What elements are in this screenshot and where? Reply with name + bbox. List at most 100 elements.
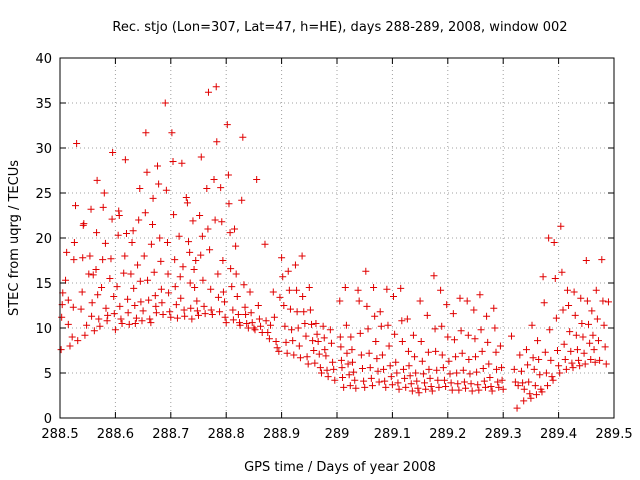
data-point	[304, 360, 312, 368]
data-point	[218, 218, 226, 226]
data-point	[173, 314, 181, 322]
data-point	[114, 231, 122, 239]
data-point	[191, 284, 199, 291]
data-point	[98, 284, 106, 291]
y-tick-label: 5	[44, 367, 52, 382]
data-point	[289, 337, 297, 345]
data-point	[594, 337, 602, 345]
data-point	[312, 320, 320, 327]
data-point	[227, 265, 235, 273]
data-point	[361, 383, 369, 391]
data-point	[188, 315, 196, 323]
data-point	[99, 203, 107, 211]
data-point	[357, 351, 365, 359]
data-point	[351, 376, 359, 384]
data-point	[243, 320, 251, 327]
data-point	[419, 370, 427, 378]
data-point	[399, 365, 407, 373]
data-point	[364, 325, 372, 333]
data-point	[136, 185, 144, 192]
y-tick-label: 25	[35, 187, 52, 202]
data-point	[239, 133, 247, 141]
data-point	[198, 232, 206, 240]
data-point	[178, 159, 186, 167]
data-point	[440, 376, 448, 384]
data-point	[600, 321, 608, 329]
x-tick-label: 289.2	[429, 427, 466, 442]
data-point	[475, 386, 483, 394]
data-point	[484, 338, 492, 346]
data-point	[453, 369, 461, 377]
y-tick-labels: 0 5 10 15 20 25 30 35 40	[35, 52, 52, 427]
data-point	[496, 342, 504, 350]
data-point	[438, 322, 446, 330]
data-point	[378, 351, 386, 359]
data-point	[458, 349, 466, 357]
data-point	[558, 268, 566, 276]
data-point	[526, 390, 534, 398]
data-point	[295, 342, 303, 350]
data-point	[525, 378, 533, 386]
data-point	[398, 317, 406, 325]
data-point	[532, 391, 540, 399]
data-point	[547, 356, 555, 364]
data-point	[261, 240, 269, 248]
data-point	[581, 360, 589, 368]
data-point	[301, 320, 309, 327]
data-point	[171, 283, 179, 291]
data-point	[418, 357, 426, 365]
data-point	[377, 322, 385, 330]
data-point	[310, 347, 318, 354]
data-point	[226, 229, 234, 237]
data-point	[95, 315, 103, 323]
data-point	[283, 349, 291, 357]
data-point	[326, 326, 334, 334]
data-point	[176, 273, 184, 281]
data-point	[149, 221, 157, 228]
data-point	[431, 325, 439, 333]
data-point	[233, 293, 241, 300]
data-point	[535, 356, 543, 363]
data-point	[136, 277, 144, 285]
data-point	[213, 138, 221, 146]
data-point	[110, 293, 118, 300]
data-point	[568, 359, 576, 367]
data-point	[92, 266, 100, 273]
data-point	[342, 321, 350, 329]
data-point	[111, 326, 119, 334]
data-point	[93, 229, 101, 237]
data-point	[221, 298, 229, 306]
data-point	[349, 358, 357, 366]
data-point	[214, 270, 222, 278]
data-point	[392, 358, 400, 366]
data-point	[94, 291, 102, 299]
data-point	[545, 234, 553, 242]
data-point	[339, 374, 347, 381]
data-point	[204, 225, 212, 233]
data-point	[394, 379, 402, 387]
data-point	[403, 315, 411, 323]
data-point	[135, 216, 143, 224]
data-point	[517, 367, 525, 375]
data-point	[273, 344, 281, 352]
data-point	[251, 326, 259, 334]
data-point	[298, 252, 306, 260]
data-point	[320, 334, 328, 342]
data-point	[391, 330, 399, 338]
data-point	[567, 347, 575, 355]
data-point	[282, 338, 290, 346]
data-point	[508, 332, 516, 340]
data-point	[350, 368, 358, 376]
data-point	[417, 338, 425, 345]
data-point	[382, 383, 390, 391]
data-point	[534, 337, 542, 345]
data-point	[299, 293, 307, 300]
data-point	[110, 310, 118, 318]
data-point	[93, 176, 101, 184]
data-point	[599, 297, 607, 305]
data-point	[70, 239, 78, 246]
data-points	[57, 83, 612, 412]
data-point	[142, 129, 150, 137]
data-point	[415, 389, 423, 397]
